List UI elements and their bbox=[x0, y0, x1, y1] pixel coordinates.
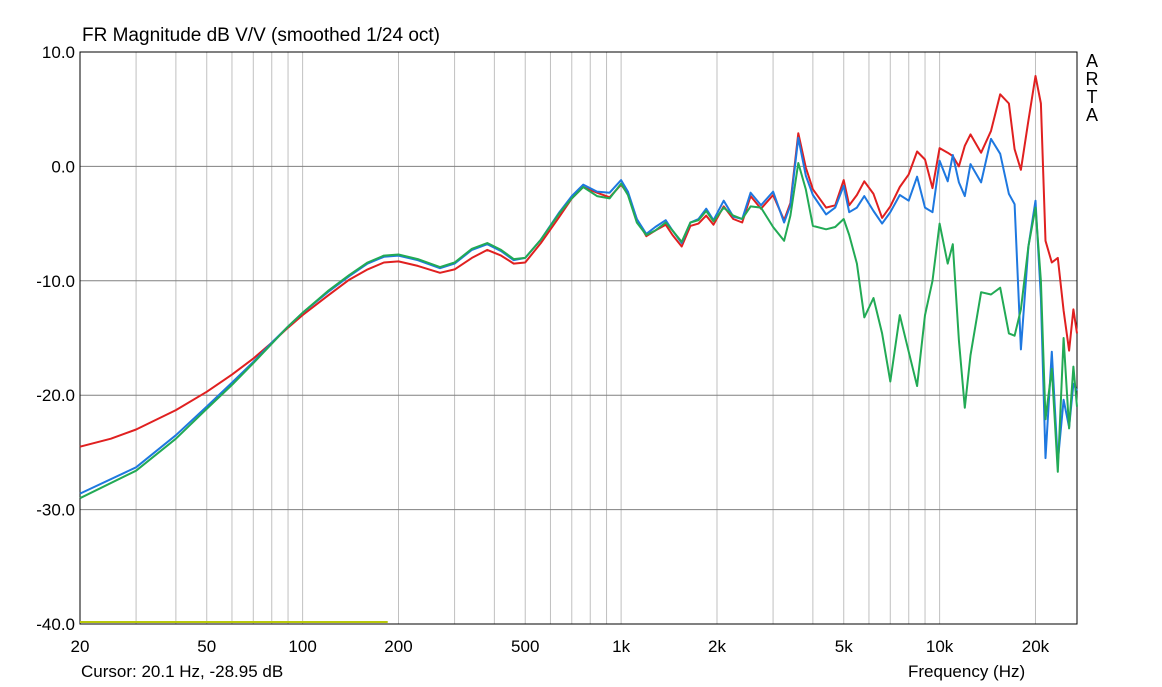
x-axis-label: Frequency (Hz) bbox=[908, 662, 1026, 681]
x-tick-label: 10k bbox=[926, 637, 954, 656]
series-layer bbox=[79, 75, 1078, 623]
x-tick-label: 5k bbox=[835, 637, 853, 656]
x-tick-label: 200 bbox=[384, 637, 412, 656]
y-tick-label: -20.0 bbox=[36, 386, 75, 405]
y-tick-label: -40.0 bbox=[36, 615, 75, 634]
x-tick-label: 2k bbox=[708, 637, 726, 656]
plot-frame bbox=[79, 51, 1078, 625]
arta-brand-label: A R T A bbox=[1084, 52, 1100, 124]
chart-title: FR Magnitude dB V/V (smoothed 1/24 oct) bbox=[82, 25, 441, 46]
series-line-1 bbox=[79, 75, 1078, 448]
x-tick-label: 500 bbox=[511, 637, 539, 656]
x-tick-label: 20k bbox=[1022, 637, 1050, 656]
tick-labels: 20 50 100 200 500 1k 2k 5k 10k 20k 10.0 0.0 -10.0 -20… bbox=[36, 43, 1049, 656]
series-line-2 bbox=[79, 136, 1078, 495]
y-tick-label: 10.0 bbox=[42, 43, 75, 62]
x-tick-label: 50 bbox=[197, 637, 216, 656]
cursor-readout: Cursor: 20.1 Hz, -28.95 dB bbox=[81, 662, 284, 681]
y-tick-label: -10.0 bbox=[36, 272, 75, 291]
brand-letter: A bbox=[1085, 105, 1098, 125]
brand-letter: A bbox=[1085, 51, 1098, 71]
y-tick-label: -30.0 bbox=[36, 501, 75, 520]
series-line-3 bbox=[79, 162, 1078, 500]
plot-grid bbox=[79, 51, 1077, 625]
x-tick-label: 1k bbox=[612, 637, 630, 656]
brand-letter: R bbox=[1085, 69, 1099, 89]
x-tick-label: 20 bbox=[71, 637, 90, 656]
x-tick-label: 100 bbox=[288, 637, 316, 656]
y-tick-label: 0.0 bbox=[51, 157, 75, 176]
brand-letter: T bbox=[1086, 87, 1098, 107]
